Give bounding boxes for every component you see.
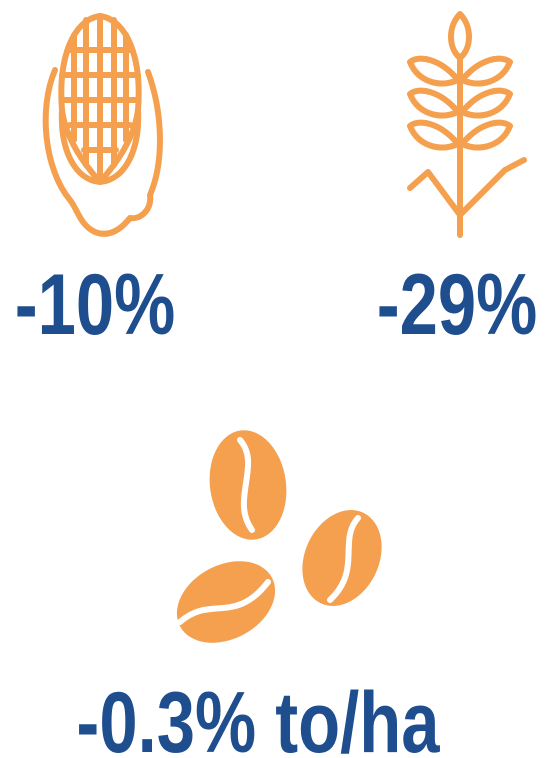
stat-value: -10% (15, 257, 176, 353)
wheat-icon (407, 11, 527, 238)
stat-value: -0.3% to/ha (76, 675, 440, 758)
corn-icon (42, 13, 163, 237)
coffee-beans-icon (176, 430, 382, 643)
stat-value: -29% (377, 257, 538, 353)
